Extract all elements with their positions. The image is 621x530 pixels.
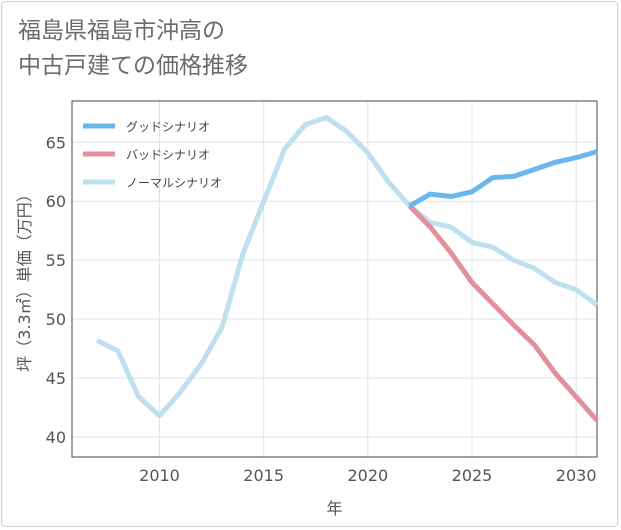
plot-area bbox=[71, 100, 598, 458]
title-line-2: 中古戸建ての価格推移 bbox=[18, 53, 248, 79]
y-tick-label-55: 55 bbox=[46, 251, 66, 270]
series-lines bbox=[95, 115, 599, 423]
series-line-good bbox=[408, 149, 598, 209]
x-tick-label-2015: 2015 bbox=[243, 466, 284, 485]
legend-label-normal: ノーマルシナリオ bbox=[126, 176, 222, 190]
y-tick-label-60: 60 bbox=[46, 192, 66, 211]
y-tick-label-50: 50 bbox=[46, 310, 66, 329]
axis-ticks: 2010 2015 2020 2025 2030 40 45 50 55 60 65 bbox=[46, 133, 597, 485]
legend-label-good: グッドシナリオ bbox=[126, 120, 210, 134]
x-tick-label-2020: 2020 bbox=[347, 466, 388, 485]
chart-title: 福島県福島市沖高の 中古戸建ての価格推移 bbox=[18, 14, 248, 84]
x-tick-label-2025: 2025 bbox=[452, 466, 493, 485]
legend-label-bad: バッドシナリオ bbox=[126, 148, 210, 162]
x-tick-label-2010: 2010 bbox=[139, 466, 180, 485]
y-tick-label-45: 45 bbox=[46, 369, 66, 388]
x-axis-label: 年 bbox=[326, 499, 342, 518]
y-tick-label-40: 40 bbox=[46, 428, 66, 447]
series-line-bad bbox=[407, 204, 599, 423]
series-line-normal bbox=[95, 115, 599, 419]
title-line-1: 福島県福島市沖高の bbox=[18, 18, 225, 44]
x-tick-label-2030: 2030 bbox=[556, 466, 597, 485]
y-axis-label: 坪（3.3㎡）単価（万円） bbox=[15, 186, 34, 371]
y-tick-label-65: 65 bbox=[46, 133, 66, 152]
